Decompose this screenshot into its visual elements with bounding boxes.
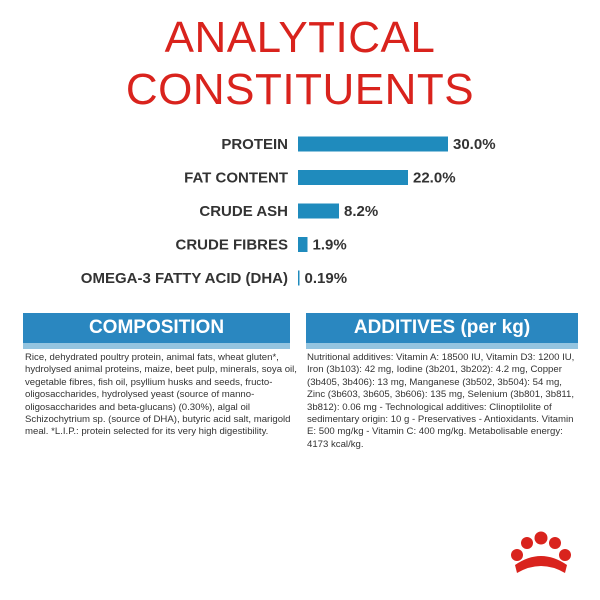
category-label: OMEGA-3 FATTY ACID (DHA) (81, 270, 288, 287)
chart: PROTEIN 30.0% FAT CONTENT 22.0% CRUDE ASH 8.2… (81, 136, 496, 287)
value-label: 0.19% (305, 270, 348, 287)
composition-text: Rice, dehydrated poultry protein, animal… (25, 352, 297, 438)
composition-heading: COMPOSITION (23, 313, 290, 349)
category-label: PROTEIN (221, 136, 288, 153)
bar (298, 136, 448, 152)
bar (298, 170, 408, 185)
value-label: 22.0% (413, 169, 456, 186)
bar (298, 203, 339, 219)
category-label: FAT CONTENT (184, 169, 288, 186)
chart-title: ANALYTICAL CONSTITUENTS (125, 13, 475, 114)
value-label: 8.2% (344, 203, 378, 220)
additives-text: Nutritional additives: Vitamin A: 18500 … (307, 352, 575, 450)
logo (511, 531, 571, 573)
category-label: CRUDE FIBRES (175, 236, 288, 253)
category-label: CRUDE ASH (199, 203, 288, 220)
bar (298, 237, 308, 252)
value-label: 30.0% (453, 136, 496, 153)
value-label: 1.9% (313, 236, 347, 253)
additives-heading: ADDITIVES (per kg) (306, 313, 578, 349)
bar (298, 270, 300, 286)
